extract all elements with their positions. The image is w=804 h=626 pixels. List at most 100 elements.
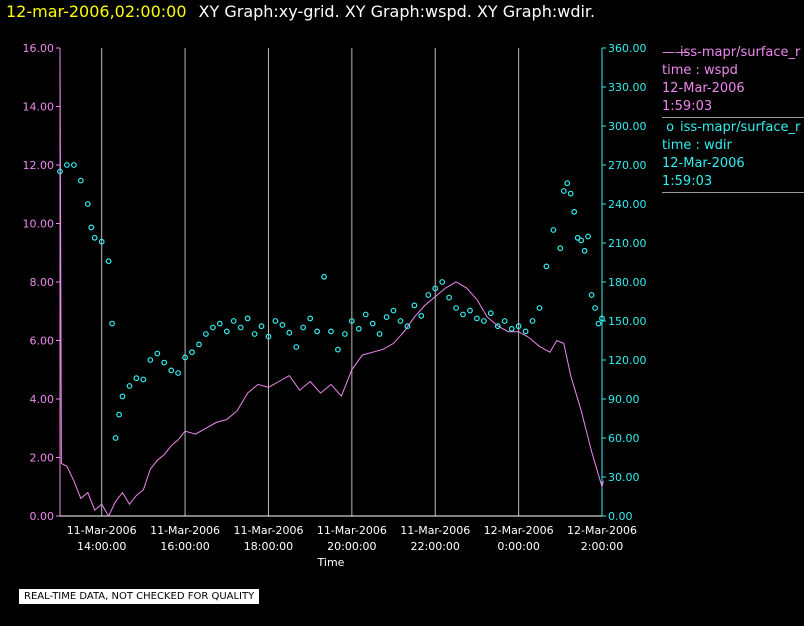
wdir-point bbox=[348, 318, 355, 324]
wdir-point bbox=[147, 357, 154, 363]
wdir-point bbox=[70, 162, 77, 168]
wdir-point bbox=[571, 208, 578, 215]
wdir-point bbox=[564, 180, 571, 187]
wdir-point bbox=[91, 234, 98, 241]
wdir-point bbox=[182, 354, 189, 361]
wdir-point bbox=[168, 367, 175, 374]
wdir-point bbox=[446, 294, 453, 301]
wdir-point bbox=[369, 320, 376, 327]
wdir-point bbox=[77, 177, 84, 184]
legend-date: 12-Mar-2006 bbox=[662, 81, 745, 96]
legend-var: time : wdir bbox=[662, 138, 732, 153]
legend-time: 1:59:03 bbox=[662, 174, 713, 189]
wdir-point bbox=[578, 237, 585, 244]
x-tick-label: 12-Mar-2006 bbox=[484, 524, 554, 537]
x-tick-label: 11-Mar-2006 bbox=[67, 524, 137, 537]
x-tick-label: 20:00:00 bbox=[327, 540, 376, 553]
wdir-point bbox=[258, 323, 265, 330]
wdir-point bbox=[307, 315, 314, 322]
legend-source: iss-mapr/surface_r bbox=[680, 120, 801, 135]
left-tick-label: 16.00 bbox=[23, 42, 55, 55]
series-wspd bbox=[59, 47, 604, 518]
legend-entry-wspd: ——iss-mapr/surface_r time : wspd 12-Mar-… bbox=[662, 44, 804, 118]
grid bbox=[101, 48, 603, 516]
left-tick-label: 12.00 bbox=[23, 159, 55, 172]
right-tick-label: 0.00 bbox=[608, 510, 633, 523]
chart-title: 12-mar-2006,02:00:00 XY Graph:xy-grid. XY… bbox=[6, 1, 595, 23]
wdir-point bbox=[63, 162, 70, 168]
title-graph-list: XY Graph:xy-grid. XY Graph:wspd. XY Grap… bbox=[198, 2, 596, 21]
wdir-point bbox=[515, 323, 522, 330]
wdir-point bbox=[529, 318, 536, 324]
wdir-point bbox=[189, 349, 195, 356]
wdir-point bbox=[383, 314, 390, 321]
wdir-point bbox=[397, 318, 404, 324]
title-date: 12-mar-2006,02:00:00 bbox=[6, 2, 187, 21]
right-tick-label: 120.00 bbox=[608, 354, 647, 367]
wdir-point bbox=[550, 227, 557, 233]
wdir-point bbox=[567, 190, 574, 197]
wdir-point bbox=[404, 323, 411, 330]
left-tick-label: 0.00 bbox=[30, 510, 55, 523]
legend-var: time : wspd bbox=[662, 63, 738, 78]
wdir-point bbox=[119, 393, 126, 400]
wdir-point bbox=[286, 329, 293, 336]
wdir-point bbox=[202, 331, 209, 337]
wdir-point bbox=[209, 324, 216, 331]
legend: ——iss-mapr/surface_r time : wspd 12-Mar-… bbox=[662, 44, 804, 193]
legend-date: 12-Mar-2006 bbox=[662, 156, 745, 171]
wdir-point bbox=[581, 247, 588, 254]
x-tick-label: 16:00:00 bbox=[160, 540, 209, 553]
wdir-point bbox=[595, 320, 602, 327]
x-tick-label: 11-Mar-2006 bbox=[400, 524, 470, 537]
wdir-point bbox=[432, 285, 439, 292]
series-wdir bbox=[57, 162, 605, 441]
wdir-point bbox=[175, 370, 182, 376]
wdir-point bbox=[342, 331, 348, 337]
right-axis-ticks: 0.00 30.00 60.00 90.00 120.00 150.00 180.00 210… bbox=[602, 42, 647, 523]
x-tick-label: 11-Mar-2006 bbox=[233, 524, 303, 537]
wdir-point bbox=[536, 305, 543, 311]
wdir-point bbox=[439, 279, 446, 285]
left-tick-label: 14.00 bbox=[23, 101, 55, 114]
wdir-point bbox=[460, 311, 466, 318]
x-tick-label: 11-Mar-2006 bbox=[150, 524, 220, 537]
right-tick-label: 90.00 bbox=[608, 393, 640, 406]
right-tick-label: 270.00 bbox=[608, 159, 647, 172]
wdir-point bbox=[557, 245, 564, 252]
wdir-point bbox=[592, 305, 598, 311]
wdir-point bbox=[244, 315, 251, 322]
wdir-point bbox=[98, 238, 105, 245]
wdir-point bbox=[272, 318, 279, 324]
wdir-point bbox=[105, 258, 112, 265]
wdir-point bbox=[467, 307, 473, 314]
wdir-point bbox=[112, 435, 119, 441]
left-axis-ticks: 0.00 2.00 4.00 6.00 8.00 10.00 12.00 14.00 16.00 bbox=[23, 42, 60, 523]
wdir-point bbox=[411, 302, 418, 309]
wdir-point bbox=[265, 333, 272, 340]
right-tick-label: 30.00 bbox=[608, 471, 640, 484]
wdir-point bbox=[84, 201, 91, 207]
x-axis-label: Time bbox=[317, 556, 345, 569]
wdir-point bbox=[314, 328, 321, 335]
wdir-point bbox=[216, 320, 223, 327]
wdir-point bbox=[362, 311, 369, 318]
wdir-point bbox=[560, 188, 567, 194]
wdir-point bbox=[328, 328, 334, 335]
right-tick-label: 60.00 bbox=[608, 432, 640, 445]
wdir-point bbox=[140, 376, 147, 383]
wdir-point bbox=[487, 310, 494, 317]
wdir-point bbox=[522, 328, 529, 335]
wdir-point bbox=[390, 307, 397, 314]
legend-source: iss-mapr/surface_r bbox=[680, 45, 801, 60]
wdir-point bbox=[494, 323, 501, 330]
wdir-point bbox=[418, 312, 425, 319]
left-tick-label: 4.00 bbox=[30, 393, 55, 406]
wdir-point bbox=[251, 331, 258, 337]
wdir-point bbox=[508, 325, 515, 332]
wdir-point bbox=[196, 341, 202, 348]
wdir-point bbox=[154, 350, 161, 357]
wspd-line bbox=[59, 47, 604, 518]
wdir-point bbox=[321, 273, 328, 280]
x-tick-label: 0:00:00 bbox=[497, 540, 539, 553]
